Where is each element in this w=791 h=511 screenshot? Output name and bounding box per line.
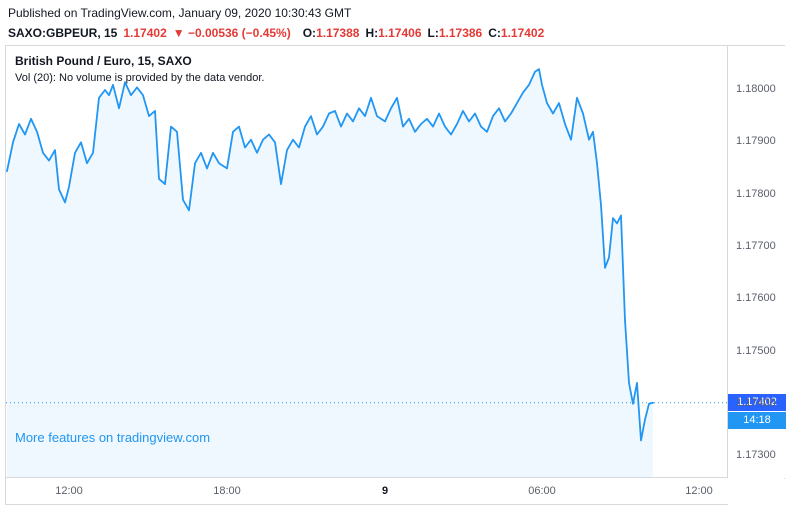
chart-plot-area[interactable]: British Pound / Euro, 15, SAXO Vol (20):… [6, 46, 728, 478]
ohlc-value: 1.17402 [500, 26, 545, 40]
ohlc-label: C: [488, 26, 501, 40]
chart-legend-volume: Vol (20): No volume is provided by the d… [15, 72, 265, 84]
price-tick: 1.17900 [736, 135, 776, 148]
ohlc-item: C:1.17402 [488, 26, 544, 40]
last-price: 1.17402 [123, 26, 167, 40]
published-line: Published on TradingView.com, January 09… [8, 6, 352, 20]
ohlc-value: 1.17406 [378, 26, 422, 40]
ohlc-values: O:1.17388 H:1.17406 L:1.17386 C:1.17402 [297, 26, 545, 40]
ohlc-label: H: [365, 26, 379, 40]
price-tick: 1.18000 [736, 83, 776, 95]
snapshot-header: Published on TradingView.com, January 09… [8, 6, 778, 40]
ohlc-value: 1.17388 [316, 26, 360, 40]
countdown-badge: 14:18 [728, 411, 786, 429]
ohlc-value: 1.17386 [438, 26, 483, 40]
time-tick: 12:00 [685, 485, 713, 497]
price-tick: 1.17300 [736, 449, 776, 462]
ohlc-item: H:1.17406 [365, 26, 421, 40]
time-tick: 12:00 [55, 485, 83, 497]
price-change: ▼ −0.00536 (−0.45%) [172, 26, 291, 40]
time-axis[interactable]: 12:00 18:00 9 06:00 12:00 [6, 479, 728, 505]
time-tick: 06:00 [528, 485, 556, 497]
price-line [6, 68, 654, 442]
price-axis[interactable]: 1.17402 14:18 1.18000 1.17900 1.17800 1.177… [728, 46, 786, 478]
chart-legend-title: British Pound / Euro, 15, SAXO [15, 54, 192, 68]
price-chart-svg [6, 68, 727, 477]
area-fill [7, 69, 653, 477]
symbol-row: SAXO:GBPEUR, 15 1.17402 ▼ −0.00536 (−0.4… [8, 26, 778, 40]
ohlc-label: L: [427, 26, 439, 40]
more-features-link[interactable]: More features on tradingview.com [15, 430, 211, 445]
price-tick: 1.17600 [736, 292, 776, 305]
chart-frame: British Pound / Euro, 15, SAXO Vol (20):… [5, 45, 786, 505]
ohlc-item: L:1.17386 [428, 26, 483, 40]
price-tick: 1.17700 [736, 239, 776, 252]
time-tick: 18:00 [213, 485, 241, 497]
current-price-badge: 1.17402 [728, 393, 786, 411]
price-tick: 1.17400 [736, 396, 776, 409]
time-tick: 9 [381, 485, 389, 497]
price-tick: 1.17800 [736, 187, 776, 200]
ohlc-label: O: [302, 26, 317, 40]
axis-corner [728, 479, 786, 505]
price-tick: 1.17500 [736, 344, 776, 357]
symbol-name: SAXO:GBPEUR, 15 [8, 26, 118, 40]
ohlc-item: O:1.17388 [303, 26, 360, 40]
